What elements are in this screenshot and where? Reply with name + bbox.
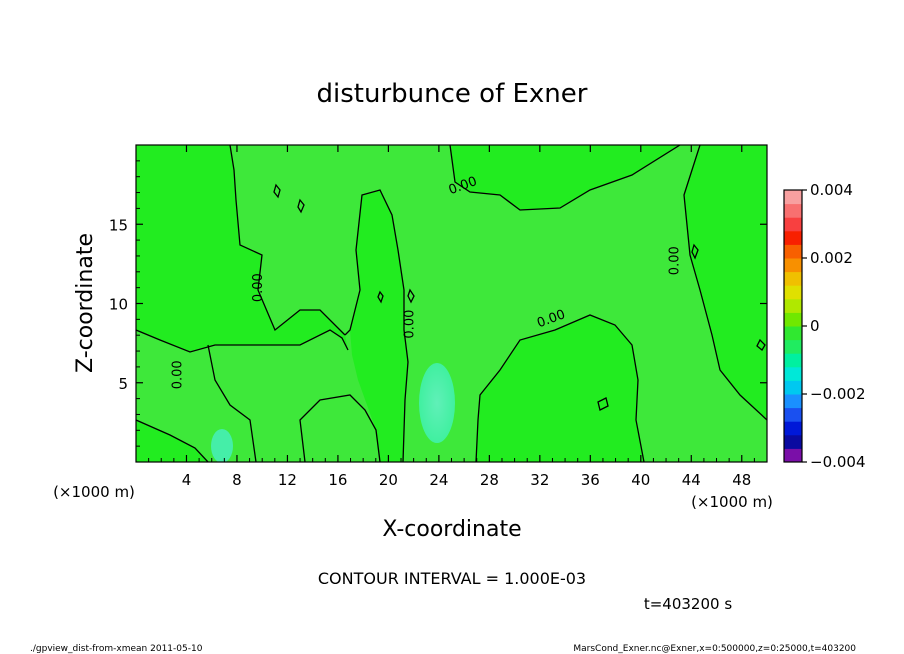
colorbar-segment: [784, 203, 802, 218]
contour-line: [207, 344, 257, 462]
colorbar-segment: [784, 258, 802, 273]
colorbar-segment: [784, 190, 802, 205]
y-axis: 5 10 15: [109, 160, 767, 447]
contour-line: [449, 145, 681, 211]
x-axis: 4 8 12 16 20 24 28 32 36 40 44 48: [148, 145, 755, 489]
x-tick-label: 4: [182, 471, 192, 489]
contour-line: [229, 145, 346, 336]
field-regions: [136, 145, 767, 462]
field-region-bottom-left: [136, 420, 208, 462]
contour-interval: CONTOUR INTERVAL = 1.000E-03: [318, 569, 586, 588]
contour-line: [377, 290, 384, 304]
x-tick-label: 8: [232, 471, 242, 489]
field-region-right: [684, 145, 767, 420]
x-tick-label: 24: [429, 471, 448, 489]
negative-blob: [419, 363, 455, 443]
x-tick-label: 40: [631, 471, 650, 489]
contour-line: [407, 288, 415, 304]
colorbar-segment: [784, 380, 802, 395]
colorbar-segment: [784, 421, 802, 436]
plot-area: [135, 144, 768, 463]
colorbar-segment: [784, 298, 802, 313]
x-axis-title: X-coordinate: [382, 517, 521, 542]
colorbar-tick-label: 0: [810, 317, 820, 335]
colorbar-segment: [784, 434, 802, 449]
contour-line: [136, 419, 209, 462]
contour-label: 0.00: [170, 360, 185, 389]
contour-label: 0.00: [668, 246, 683, 275]
contour-line: [691, 243, 699, 260]
colorbar-segment: [784, 448, 802, 463]
colorbar-tick-label: 0.004: [810, 181, 853, 199]
negative-blob: [211, 429, 233, 462]
x-tick-label: 36: [581, 471, 600, 489]
footer-right: MarsCond_Exner.nc@Exner,x=0:500000,z=0:2…: [573, 644, 856, 654]
contour-line: [136, 329, 349, 353]
x-tick-label: 44: [682, 471, 701, 489]
contour-lines: [136, 145, 767, 462]
y-tick-label: 5: [118, 375, 128, 393]
colorbar-segment: [784, 326, 802, 341]
colorbar-segment: [784, 353, 802, 368]
x-tick-label: 32: [530, 471, 549, 489]
colorbar: 0.004 0.002 0 −0.002 −0.004: [783, 181, 866, 471]
contour-line: [475, 314, 645, 462]
x-tick-label: 48: [732, 471, 751, 489]
field-region-lower: [476, 315, 644, 462]
contour-line: [683, 145, 767, 421]
colorbar-tick-label: 0.002: [810, 249, 853, 267]
time-label: t=403200 s: [644, 595, 732, 613]
colorbar-tick-label: −0.004: [810, 453, 866, 471]
colorbar-segment: [784, 230, 802, 245]
x-tick-label: 12: [278, 471, 297, 489]
field-region-left: [136, 145, 348, 352]
y-tick-label: 15: [109, 216, 128, 234]
contour-line: [597, 397, 609, 411]
x-tick-label: 28: [480, 471, 499, 489]
x-tick-label: 20: [379, 471, 398, 489]
y-tick-label: 10: [109, 296, 128, 314]
y-axis-title: Z-coordinate: [73, 233, 98, 373]
field-region-top: [450, 145, 680, 210]
chart-title: disturbunce of Exner: [317, 79, 588, 109]
contour-line: [344, 189, 409, 462]
x-unit-label-right: (×1000 m): [691, 493, 773, 511]
colorbar-segment: [784, 217, 802, 232]
contour-line: [756, 338, 766, 351]
contour-label: 0.00: [251, 273, 266, 302]
colorbar-segment: [784, 339, 802, 354]
colorbar-segment: [784, 312, 802, 327]
contour-line: [273, 183, 281, 199]
contour-label: 0.00: [403, 310, 418, 339]
colorbar-segment: [784, 407, 802, 422]
colorbar-segment: [784, 285, 802, 300]
field-region-center: [350, 190, 408, 462]
colorbar-tick-label: −0.002: [810, 385, 866, 403]
contour-line: [297, 198, 305, 214]
colorbar-segment: [784, 271, 802, 286]
x-unit-label-left: (×1000 m): [53, 483, 135, 501]
contour-line: [299, 394, 381, 462]
footer-left: ./gpview_dist-from-xmean 2011-05-10: [30, 644, 203, 654]
colorbar-segment: [784, 394, 802, 409]
colorbar-segment: [784, 244, 802, 259]
x-tick-label: 16: [328, 471, 347, 489]
colorbar-segment: [784, 366, 802, 381]
